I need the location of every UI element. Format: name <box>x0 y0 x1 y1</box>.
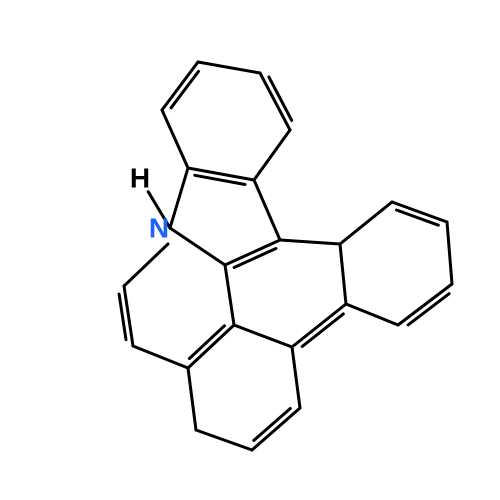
bond <box>340 202 392 244</box>
bond <box>188 368 196 430</box>
bond <box>196 430 252 450</box>
molecule-diagram: HN <box>0 0 500 500</box>
bond <box>188 168 254 180</box>
bond <box>346 304 398 325</box>
bond <box>133 346 188 368</box>
bond <box>188 325 234 368</box>
bond <box>408 294 449 325</box>
bond <box>254 180 280 240</box>
bond <box>225 240 280 265</box>
atom-label-h: H <box>130 163 150 194</box>
bond <box>225 265 234 325</box>
atom-label-n: N <box>149 213 169 244</box>
bond <box>170 228 225 265</box>
bond <box>189 326 224 359</box>
bond <box>340 244 346 304</box>
bond <box>302 314 343 347</box>
bond <box>260 73 290 130</box>
bond <box>171 71 198 107</box>
bond <box>170 168 188 228</box>
bond <box>162 62 198 110</box>
bond <box>254 409 290 441</box>
bond <box>292 304 346 347</box>
bond <box>398 284 452 325</box>
bond <box>234 325 292 347</box>
bond <box>252 408 300 450</box>
bond <box>198 62 260 73</box>
bond <box>254 130 290 180</box>
bond <box>447 222 452 284</box>
bond <box>292 347 300 408</box>
bond <box>124 244 168 286</box>
bond <box>162 110 188 168</box>
bond <box>280 240 340 244</box>
